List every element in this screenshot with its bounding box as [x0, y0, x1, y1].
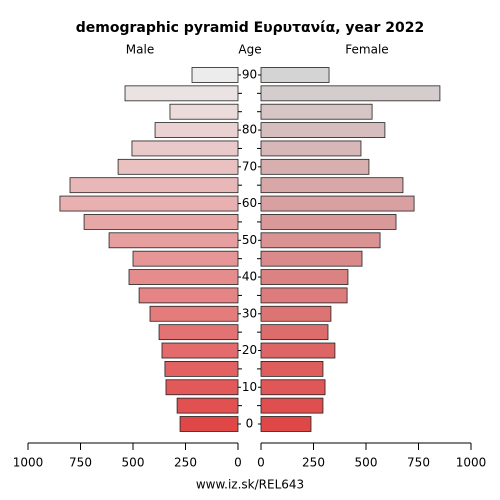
- bar: [260, 305, 332, 322]
- label-bg: [241, 418, 258, 430]
- x-tick-label: 1000: [13, 456, 44, 470]
- legend-female: Female: [345, 43, 388, 57]
- bar: [260, 122, 386, 138]
- bar: [169, 103, 239, 120]
- label-bg: [241, 68, 258, 81]
- y-tick-label: 80: [242, 123, 257, 137]
- bar: [179, 416, 239, 432]
- bar: [131, 140, 239, 157]
- legend-male: Male: [126, 43, 154, 57]
- x-tick-label: 500: [122, 456, 145, 470]
- bar: [260, 85, 441, 102]
- bar: [161, 342, 239, 359]
- footer: www.iz.sk/REL643: [196, 478, 304, 492]
- bar: [117, 158, 239, 175]
- label-bg: [241, 160, 258, 173]
- bar: [108, 232, 239, 249]
- bar: [83, 214, 239, 230]
- label-bg: [241, 234, 258, 247]
- bar: [191, 67, 239, 83]
- bar: [59, 195, 239, 212]
- bar: [260, 342, 336, 359]
- y-tick-label: 60: [242, 196, 257, 210]
- bar: [260, 140, 362, 157]
- y-tick-label: 0: [246, 417, 254, 431]
- bar: [260, 214, 397, 230]
- bar: [260, 324, 329, 341]
- bar: [260, 158, 370, 175]
- bar: [260, 177, 404, 194]
- bar: [138, 287, 239, 304]
- label-bg: [241, 307, 258, 320]
- bar: [260, 269, 349, 285]
- bar: [260, 250, 363, 267]
- x-tick-label: 0: [234, 456, 242, 470]
- x-tick-label: 750: [69, 456, 92, 470]
- y-tick-label: 30: [242, 306, 257, 320]
- x-tick-label: 500: [355, 456, 378, 470]
- bar: [260, 287, 348, 304]
- bar: [165, 379, 239, 396]
- bar: [260, 103, 373, 120]
- bar: [260, 360, 324, 377]
- label-bg: [241, 124, 258, 137]
- bar: [260, 195, 415, 212]
- bar: [260, 397, 324, 414]
- bar: [260, 379, 326, 396]
- label-bg: [241, 197, 258, 210]
- bar: [260, 67, 330, 83]
- x-tick-label: 750: [407, 456, 430, 470]
- x-tick-label: 0: [257, 456, 265, 470]
- x-tick-label: 1000: [456, 456, 487, 470]
- bar: [260, 232, 381, 249]
- y-tick-label: 40: [242, 270, 257, 284]
- bar: [69, 177, 239, 194]
- bar: [149, 305, 239, 322]
- bar: [164, 360, 239, 377]
- bar: [128, 269, 239, 285]
- y-tick-label: 90: [242, 67, 257, 81]
- bar: [176, 397, 239, 414]
- bar: [132, 250, 239, 267]
- bar: [154, 122, 239, 138]
- y-tick-label: 10: [242, 380, 257, 394]
- label-bg: [241, 271, 258, 284]
- label-bg: [241, 344, 258, 357]
- bar: [158, 324, 239, 341]
- x-tick-label: 250: [174, 456, 197, 470]
- y-tick-label: 70: [242, 159, 257, 173]
- y-tick-label: 20: [242, 343, 257, 357]
- chart-title: demographic pyramid Ευρυτανία, year 2022: [76, 20, 425, 36]
- label-bg: [241, 381, 258, 394]
- y-tick-label: 50: [242, 233, 257, 247]
- bar: [124, 85, 239, 102]
- x-tick-label: 250: [302, 456, 325, 470]
- bar: [260, 416, 312, 432]
- axis-title: Age: [238, 43, 261, 57]
